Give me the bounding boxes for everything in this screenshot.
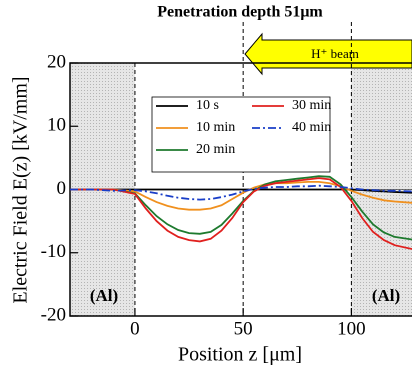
annotation: (Al) xyxy=(372,286,400,305)
x-tick-label: 100 xyxy=(337,318,366,339)
annotation: (Al) xyxy=(90,286,118,305)
y-tick-label: -10 xyxy=(41,241,66,262)
y-tick-label: -20 xyxy=(41,304,66,325)
y-tick-label: 20 xyxy=(47,51,66,72)
data-line xyxy=(70,177,412,250)
chart-title: Penetration depth 51μm xyxy=(157,4,323,21)
legend-label: 10 min xyxy=(196,120,235,135)
x-tick-label: 50 xyxy=(234,318,253,339)
x-axis-label: Position z [μm] xyxy=(178,344,302,366)
x-tick-label: 0 xyxy=(130,318,140,339)
legend-label: 30 min xyxy=(292,98,331,113)
legend-box xyxy=(151,96,331,173)
y-axis-label: Electric Field E(z) [kV/mm] xyxy=(10,76,32,303)
data-line xyxy=(70,184,412,201)
data-line xyxy=(70,181,412,211)
y-tick-label: 10 xyxy=(47,115,66,136)
data-line xyxy=(70,188,412,194)
y-tick-label: 0 xyxy=(57,178,67,199)
beam-arrow xyxy=(244,32,412,76)
legend-label: 40 min xyxy=(292,120,331,135)
legend-label: 10 s xyxy=(196,98,219,113)
legend-label: 20 min xyxy=(196,142,235,157)
beam-label: H⁺ beam xyxy=(311,46,359,61)
